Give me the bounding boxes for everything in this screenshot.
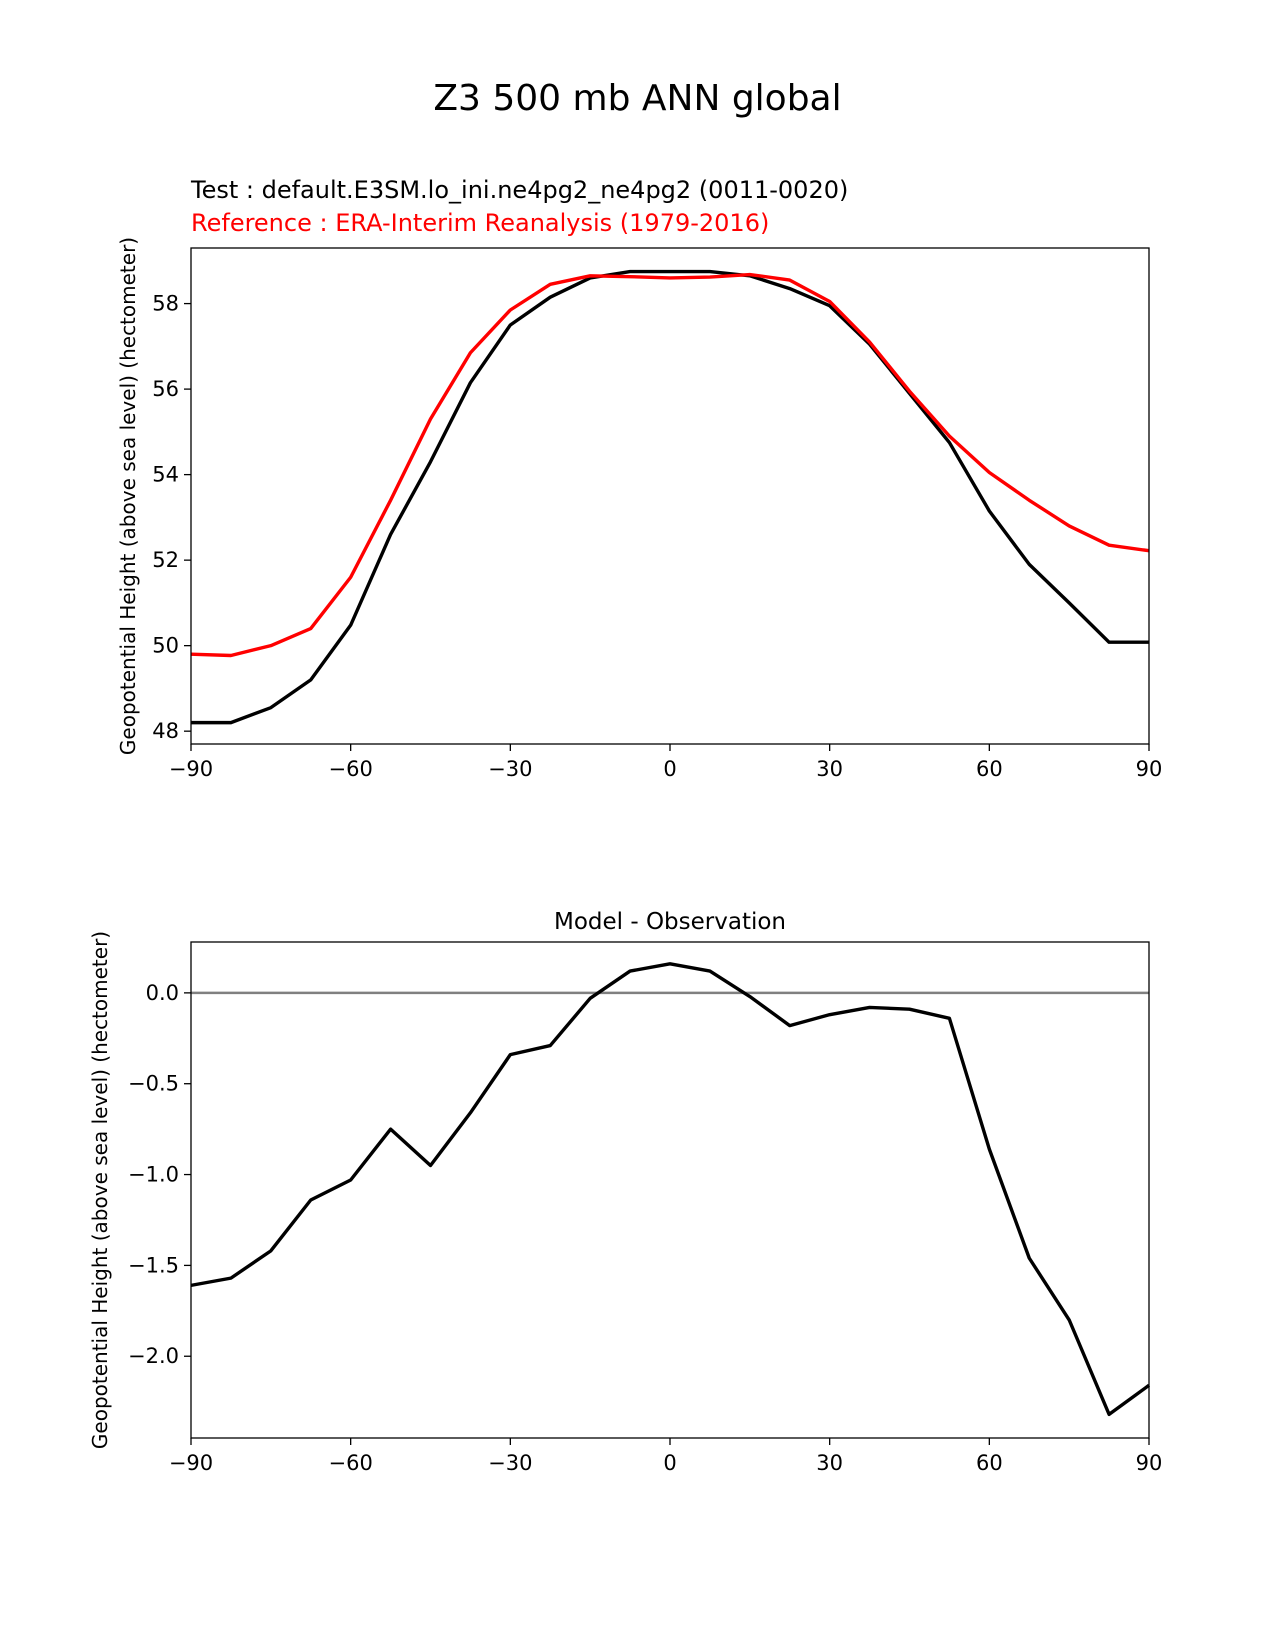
difference-x-tick-label: −30: [488, 1451, 532, 1475]
difference-plot-frame: [190, 941, 1150, 1439]
climatology-y-tick-label: 58: [152, 292, 179, 316]
climatology-panel: Test : default.E3SM.lo_ini.ne4pg2_ne4pg2…: [116, 176, 1162, 781]
difference-x-tick-label: 30: [816, 1451, 843, 1475]
climatology-series-1-line: [190, 272, 1150, 658]
climatology-y-tick-label: 56: [152, 377, 179, 401]
difference-y-tick-label: −1.0: [128, 1163, 179, 1187]
difference-y-axis-label: Geopotential Height (above sea level) (h…: [88, 931, 112, 1449]
climatology-y-tick-label: 52: [152, 548, 179, 572]
climatology-x-tick-label: −30: [488, 757, 532, 781]
climatology-x-tick-label: −60: [329, 757, 373, 781]
difference-panel: Model - Observation −90 −60 −30 0 30 60 90 0.0…: [88, 909, 1162, 1475]
difference-y-tick-label: −2.0: [128, 1344, 179, 1368]
climatology-series-0-line: [191, 269, 1149, 725]
difference-y-tick-label: −1.5: [128, 1253, 179, 1277]
difference-x-tick-label: 90: [1136, 1451, 1163, 1475]
figure-title: Z3 500 mb ANN global: [433, 78, 841, 119]
difference-x-tick-label: 0: [663, 1451, 676, 1475]
climatology-y-axis-label: Geopotential Height (above sea level) (h…: [116, 237, 140, 755]
climatology-x-tick-label: −90: [169, 757, 213, 781]
legend-reference-label: Reference : ERA-Interim Reanalysis (1979…: [191, 209, 769, 237]
difference-x-tick-label: 60: [976, 1451, 1003, 1475]
difference-x-tick-label: −60: [329, 1451, 373, 1475]
climatology-x-tick-label: 0: [663, 757, 676, 781]
legend-test-label: Test : default.E3SM.lo_ini.ne4pg2_ne4pg2…: [190, 176, 848, 204]
difference-series-0-line: [190, 962, 1151, 1417]
climatology-y-tick-label: 48: [152, 719, 179, 743]
difference-panel-title: Model - Observation: [554, 909, 786, 935]
climatology-y-tick-label: 54: [152, 463, 179, 487]
climatology-x-tick-label: 30: [816, 757, 843, 781]
difference-y-tick-label: 0.0: [146, 981, 179, 1005]
climatology-y-tick-label: 50: [152, 634, 179, 658]
climatology-x-tick-label: 60: [976, 757, 1003, 781]
climatology-x-tick-label: 90: [1136, 757, 1163, 781]
difference-x-tick-label: −90: [169, 1451, 213, 1475]
climatology-plot-frame: [190, 247, 1150, 745]
difference-y-tick-label: −0.5: [128, 1072, 179, 1096]
